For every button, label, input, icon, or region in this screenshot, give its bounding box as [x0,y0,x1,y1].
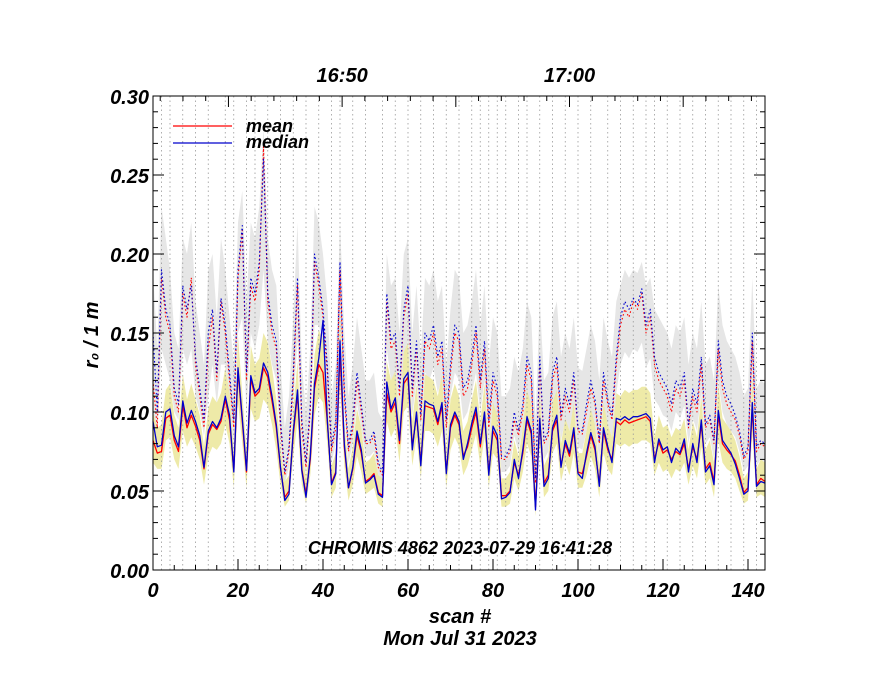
legend-mean-label: mean [246,116,293,136]
x-tick-label: 120 [646,580,679,602]
date-label: Mon Jul 31 2023 [383,628,536,650]
yellow-spread-band [153,314,765,517]
y-tick-label: 0.10 [110,403,149,425]
y-tick-label: 0.15 [110,324,150,346]
gray-spread-band [153,127,765,491]
x-tick-label: 100 [561,580,594,602]
legend: mean median [173,116,309,152]
y-tick-label: 0.25 [110,166,150,188]
y-tick-label: 0.20 [110,245,149,267]
band-layer [153,127,765,517]
y-axis-label: r₀ / 1 m [81,302,103,369]
y-tick-label: 0.30 [110,87,149,109]
x-tick-label: 40 [311,580,334,602]
top-time-label: 17:00 [544,65,595,87]
x-tick-label: 60 [397,580,419,602]
y-tick-label: 0.05 [110,482,150,504]
median-line [152,319,766,511]
top-time-label: 16:50 [317,65,368,87]
y-tick-label: 0.00 [110,561,149,583]
x-axis-label: scan # [429,606,492,628]
x-tick-label: 20 [226,580,249,602]
chart-annotation: CHROMIS 4862 2023-07-29 16:41:28 [308,538,612,558]
x-tick-label: 80 [482,580,504,602]
axes-layer: 0 20 40 60 80 100 120 140 16:50 17:00 0.00 0.05 0.10… [110,65,766,602]
legend-median-label: median [246,132,309,152]
x-tick-label: 0 [147,580,158,602]
x-tick-label: 140 [731,580,764,602]
series-layer [152,146,766,511]
